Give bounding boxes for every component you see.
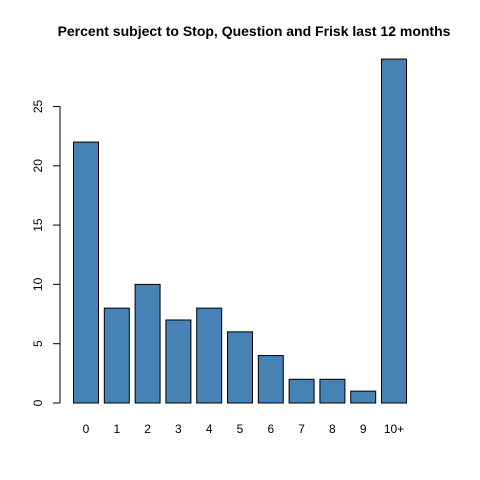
y-tick-label: 25 [31, 100, 45, 114]
x-tick-label: 0 [83, 422, 90, 436]
bar [73, 141, 99, 404]
bar [288, 378, 315, 404]
x-tick-label: 9 [360, 422, 367, 436]
x-tick-label: 3 [175, 422, 182, 436]
bar [103, 307, 130, 404]
bar [257, 355, 284, 404]
bar [381, 58, 407, 404]
x-tick-label: 8 [329, 422, 336, 436]
bars-group [73, 58, 407, 404]
x-axis-tick-labels: 0 1 2 3 4 5 6 7 8 9 10+ [83, 422, 405, 436]
x-tick-label: 1 [113, 422, 120, 436]
y-tick-label: 5 [31, 340, 45, 347]
x-tick-label: 4 [206, 422, 213, 436]
chart-title: Percent subject to Stop, Question and Fr… [58, 23, 451, 39]
x-tick-label: 7 [298, 422, 305, 436]
bar [196, 307, 223, 404]
y-tick-label: 20 [31, 159, 45, 173]
y-tick-label: 0 [31, 399, 45, 406]
y-axis-ticks: 0 5 10 15 20 25 [31, 100, 60, 406]
x-tick-label: 2 [144, 422, 151, 436]
y-tick-label: 15 [31, 218, 45, 232]
y-tick-label: 10 [31, 277, 45, 291]
x-tick-label: 6 [267, 422, 274, 436]
bar [165, 319, 192, 404]
bar [350, 390, 377, 404]
x-tick-label: 5 [237, 422, 244, 436]
bar [227, 331, 253, 404]
bar [134, 283, 161, 404]
bar [319, 378, 346, 404]
x-tick-label: 10+ [384, 422, 404, 436]
